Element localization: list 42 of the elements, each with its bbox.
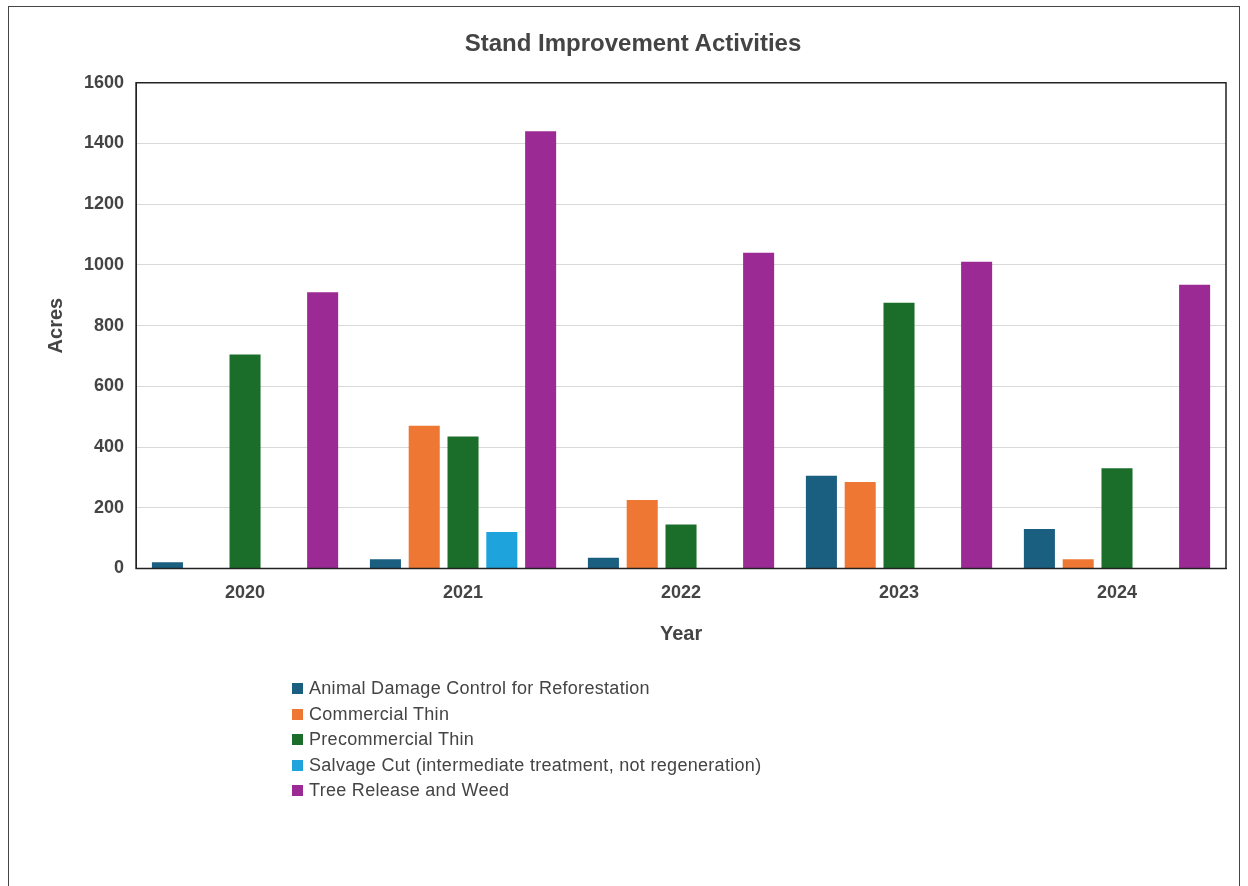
bar	[408, 425, 440, 568]
bar	[447, 436, 479, 568]
bar	[1023, 528, 1055, 568]
bar	[626, 500, 658, 568]
bar	[743, 252, 775, 568]
bar	[805, 475, 837, 568]
x-axis-title: Year	[659, 621, 703, 644]
x-tick-label: 2020	[225, 582, 266, 603]
bar	[229, 354, 261, 568]
x-tick-label: 2022	[661, 582, 702, 603]
legend-label: Precommercial Thin	[309, 729, 475, 751]
legend-label: Salvage Cut (intermediate treatment, not regeneration)	[309, 754, 762, 776]
y-tick-label: 1000	[84, 253, 125, 274]
legend-label: Tree Release and Weed	[309, 780, 510, 802]
bar	[844, 481, 876, 568]
chart-title: Stand Improvement Activities	[464, 29, 802, 57]
x-tick-label: 2021	[443, 582, 484, 603]
bar	[486, 531, 518, 568]
bar	[883, 302, 915, 568]
bar	[369, 559, 401, 568]
bar	[151, 562, 183, 568]
bar	[1179, 284, 1211, 568]
y-tick-label: 1200	[84, 193, 125, 214]
bar	[587, 557, 619, 568]
bar	[307, 292, 339, 568]
legend-label: Animal Damage Control for Reforestation	[309, 678, 650, 700]
y-tick-label: 1400	[84, 132, 125, 153]
y-tick-label: 800	[94, 314, 125, 335]
x-tick-label: 2023	[878, 582, 920, 603]
y-tick-label: 600	[94, 375, 125, 396]
x-tick-label: 2024	[1096, 582, 1138, 603]
y-tick-label: 0	[114, 557, 125, 578]
y-tick-label: 1600	[84, 71, 125, 92]
bar	[961, 261, 993, 568]
bar	[665, 524, 697, 568]
bar	[1101, 468, 1133, 568]
bar	[525, 131, 557, 568]
legend-label: Commercial Thin	[309, 703, 450, 725]
y-tick-label: 200	[94, 496, 125, 517]
bar	[1062, 559, 1094, 568]
y-axis-title: Acres	[43, 297, 66, 354]
y-tick-label: 400	[94, 435, 125, 456]
